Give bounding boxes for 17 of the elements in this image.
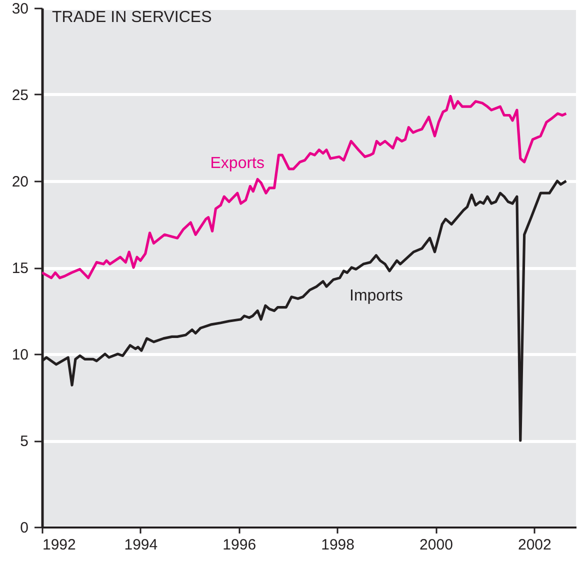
y-tick-label: 15 <box>12 260 28 277</box>
series-label: Imports <box>350 287 403 304</box>
series-label: Exports <box>210 155 265 172</box>
y-tick-label: 0 <box>20 520 28 536</box>
line-series <box>42 94 568 280</box>
y-tick-label: 10 <box>12 346 28 364</box>
y-tick-label: 5 <box>20 433 28 450</box>
x-tick-label: 1992 <box>42 536 76 554</box>
x-tick-label: 2000 <box>420 536 453 554</box>
x-tick-label: 2002 <box>518 536 552 554</box>
chart-title: TRADE IN SERVICES <box>52 9 212 26</box>
x-tick-label: 1998 <box>321 536 354 554</box>
y-tick-label: 25 <box>12 87 28 104</box>
y-tick-label: 20 <box>12 174 28 190</box>
y-tick-label: 30 <box>12 0 28 18</box>
x-tick-label: 1994 <box>124 536 158 554</box>
x-tick-label: 1996 <box>222 536 256 554</box>
